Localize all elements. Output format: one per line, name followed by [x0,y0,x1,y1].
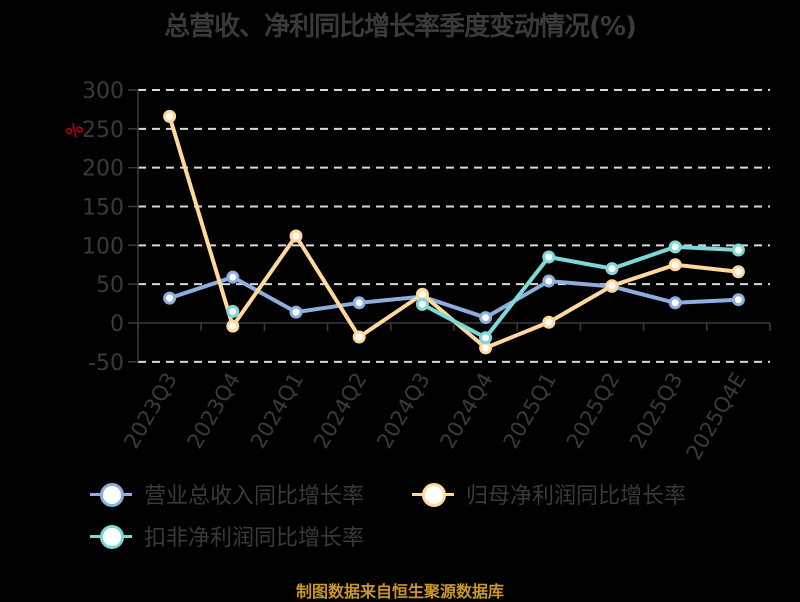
chart-title: 总营收、净利同比增长率季度变动情况(%) [164,12,637,42]
data-point [289,305,303,319]
data-point [415,287,429,301]
y-tick-label: 200 [82,157,124,182]
x-tick-label: 2024Q1 [246,369,308,453]
legend-marker-icon [90,482,132,507]
data-point [605,262,619,276]
legend-item-net-profit[interactable]: 归母净利润同比增长率 [412,478,686,510]
data-point [542,250,556,264]
data-point [542,315,556,329]
x-tick-label: 2024Q2 [309,369,371,453]
data-point [163,291,177,305]
data-point [226,304,240,318]
x-tick-label: 2024Q4 [435,368,497,452]
y-tick-label: 250 [82,118,124,143]
x-tick-label: 2025Q4E [682,369,751,465]
x-tick-label: 2024Q3 [372,369,434,453]
series-line [168,275,739,320]
data-point [731,265,745,279]
legend-item-revenue[interactable]: 营业总收入同比增长率 [90,478,364,510]
source-note: 制图数据来自恒生聚源数据库 [295,582,504,601]
x-tick-label: 2023Q4 [183,369,245,453]
data-point [352,330,366,344]
legend-label: 扣非净利润同比增长率 [144,526,365,551]
data-point [163,109,177,123]
legend-marker-icon [90,524,132,549]
data-point [668,296,682,310]
x-tick-label: 2025Q3 [625,369,687,453]
x-tick-label: 2025Q2 [562,369,624,453]
x-tick-label: 2025Q1 [499,369,561,453]
data-point [479,311,493,325]
data-point [542,274,556,288]
data-point [668,240,682,254]
x-tick-label: 2023Q3 [119,369,181,453]
y-tick-label: 100 [82,234,124,259]
data-point [226,270,240,284]
data-point [479,331,493,345]
legend-marker-icon [412,482,454,507]
data-point [479,341,493,355]
legend-label: 营业总收入同比增长率 [144,484,365,509]
data-point [731,243,745,257]
y-tick-label: 50 [96,273,124,298]
y-tick-label: 300 [82,79,124,104]
data-point [605,279,619,293]
series-line [167,115,739,350]
data-point [668,258,682,272]
data-point [226,319,240,333]
legend-label: 归母净利润同比增长率 [466,484,687,509]
series-line [421,244,739,340]
data-point [731,293,745,307]
y-tick-label: 150 [82,196,124,221]
data-point [289,229,303,243]
y-tick-label: 0 [110,312,124,337]
data-point [415,297,429,311]
legend-item-deducted-net-profit[interactable]: 扣非净利润同比增长率 [90,520,364,552]
data-point [352,296,366,310]
y-tick-label: -50 [88,351,124,376]
